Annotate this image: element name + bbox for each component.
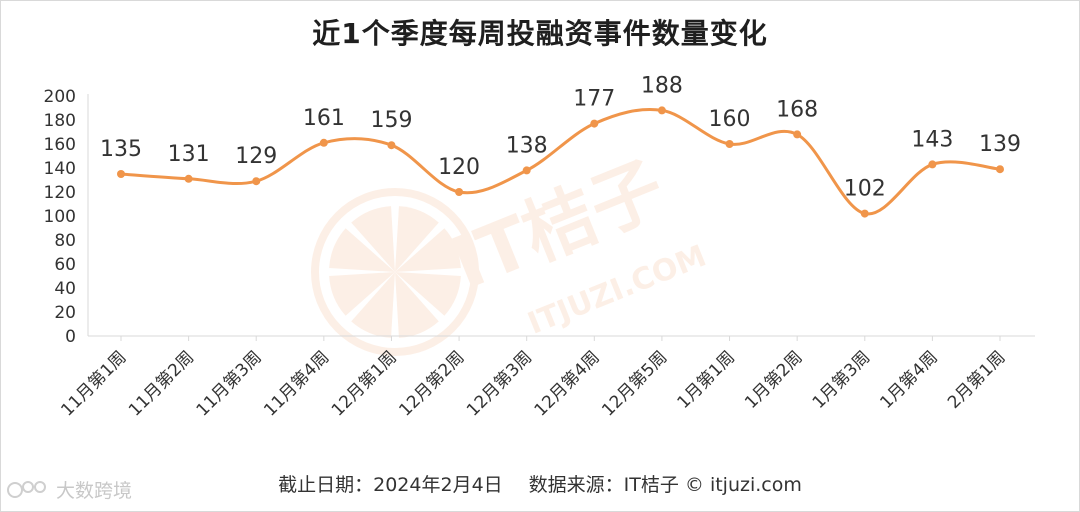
data-label: 160 <box>709 107 751 132</box>
x-tick-label: 11月第3周 <box>193 347 266 420</box>
data-label: 177 <box>573 87 615 112</box>
data-point <box>319 138 328 147</box>
orange-segment <box>395 228 461 272</box>
x-tick-label: 1月第4周 <box>876 347 942 413</box>
data-point <box>928 160 937 169</box>
x-tick-label: 1月第3周 <box>809 347 875 413</box>
orange-segment <box>351 206 395 272</box>
x-tick-label: 2月第1周 <box>944 347 1010 413</box>
y-tick-label: 0 <box>65 327 76 347</box>
orange-segment <box>395 206 439 272</box>
y-tick-label: 60 <box>54 255 76 275</box>
y-tick-label: 160 <box>44 135 76 155</box>
corner-watermark: 大数跨境 <box>6 476 132 503</box>
chart-footer: 截止日期：2024年2月4日 数据来源：IT桔子 © itjuzi.com <box>0 470 1080 497</box>
orange-segment <box>329 272 395 316</box>
data-point <box>725 140 734 148</box>
x-tick-label: 11月第2周 <box>125 347 198 420</box>
x-tick-label: 11月第1周 <box>57 347 130 420</box>
data-label: 102 <box>844 177 886 202</box>
x-tick-label: 12月第4周 <box>531 347 604 420</box>
data-point <box>387 141 396 150</box>
data-label: 188 <box>641 73 683 98</box>
line-chart: IT桔子ITJUZI.COM02040608010012014016018020… <box>44 73 1035 421</box>
data-point <box>252 177 261 186</box>
y-tick-label: 120 <box>44 183 76 203</box>
data-label: 135 <box>100 137 142 162</box>
x-tick-label: 11月第4周 <box>260 347 333 420</box>
data-point <box>793 130 802 139</box>
data-label: 120 <box>438 155 480 180</box>
series-line <box>119 108 1002 216</box>
data-label: 168 <box>776 97 818 122</box>
data-source: 数据来源：IT桔子 © itjuzi.com <box>528 474 802 496</box>
x-tick-label: 1月第1周 <box>674 347 740 413</box>
data-point <box>590 119 599 128</box>
x-tick-label: 12月第2周 <box>395 347 468 420</box>
y-tick-label: 140 <box>44 159 76 179</box>
data-point <box>184 174 193 183</box>
orange-segment <box>395 272 461 316</box>
y-tick-label: 80 <box>54 231 76 251</box>
y-tick-label: 200 <box>44 87 76 107</box>
orange-segment <box>395 272 439 338</box>
brand-logo-icon <box>7 480 46 498</box>
data-point <box>117 170 125 178</box>
x-tick-label: 12月第3周 <box>463 347 536 420</box>
data-point <box>455 188 464 196</box>
y-tick-label: 100 <box>44 207 76 227</box>
data-label: 138 <box>506 133 548 158</box>
data-point <box>860 209 869 218</box>
data-label: 161 <box>303 106 345 131</box>
y-tick-label: 180 <box>44 111 76 131</box>
chart-title: 近1个季度每周投融资事件数量变化 <box>312 17 768 50</box>
x-tick-label: 12月第1周 <box>328 347 401 420</box>
data-point <box>522 166 531 175</box>
cutoff-date: 截止日期：2024年2月4日 <box>278 474 503 496</box>
orange-segment <box>351 272 395 338</box>
data-label: 143 <box>911 127 953 152</box>
orange-slice-icon <box>311 188 479 356</box>
x-tick-label: 1月第2周 <box>741 347 807 413</box>
data-point <box>996 165 1004 174</box>
data-label: 131 <box>168 142 210 167</box>
data-label: 129 <box>235 144 277 169</box>
x-tick-label: 12月第5周 <box>598 347 671 420</box>
orange-segment <box>329 228 395 272</box>
data-label: 139 <box>979 132 1021 157</box>
y-tick-label: 20 <box>54 303 76 323</box>
data-label: 159 <box>370 108 412 133</box>
corner-watermark-text: 大数跨境 <box>56 480 133 502</box>
data-point <box>657 106 666 115</box>
y-tick-label: 40 <box>54 279 76 299</box>
